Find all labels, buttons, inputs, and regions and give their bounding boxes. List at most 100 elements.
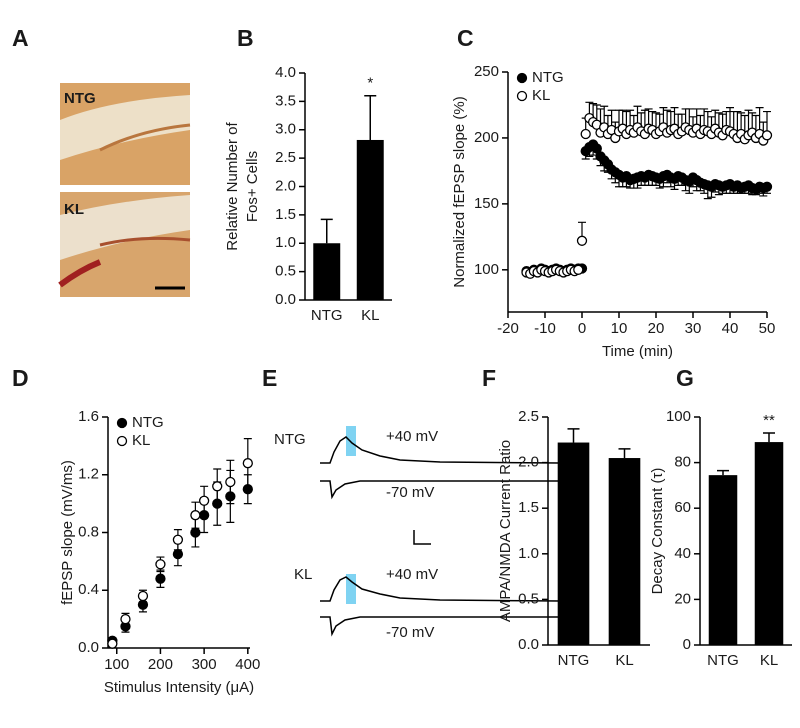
y-tick-label: 1.2 xyxy=(78,466,99,483)
x-axis-label: Stimulus Intensity (μA) xyxy=(104,679,254,696)
y-tick-label: 1.5 xyxy=(518,499,539,516)
panel-label: D xyxy=(12,365,29,391)
y-tick-label: 0.5 xyxy=(518,590,539,607)
point xyxy=(155,573,166,584)
point xyxy=(761,181,773,192)
point xyxy=(212,481,223,492)
y-tick-label: 2.0 xyxy=(518,454,539,471)
error-bar xyxy=(717,469,729,476)
x-tick-label: 400 xyxy=(235,656,260,673)
x-tick-label: KL xyxy=(615,652,633,669)
y-axis-label: Fos+ Cells xyxy=(244,151,261,222)
y-tick-label: 1.5 xyxy=(275,206,296,223)
bar xyxy=(356,139,384,300)
y-tick-label: 3.0 xyxy=(275,121,296,138)
legend-marker xyxy=(116,435,128,447)
trace-label: NTG xyxy=(274,431,306,448)
panel-label: B xyxy=(237,25,254,51)
micrograph: KL xyxy=(58,192,191,297)
x-tick-label: -10 xyxy=(534,320,556,337)
y-tick-label: 250 xyxy=(474,63,499,80)
x-tick-label: KL xyxy=(361,307,379,324)
legend-label: NTG xyxy=(132,414,164,431)
y-tick-label: 0 xyxy=(683,636,691,653)
x-tick-label: 20 xyxy=(648,320,665,337)
legend-marker xyxy=(516,90,528,102)
error-bar xyxy=(320,218,333,244)
x-tick-label: -20 xyxy=(497,320,519,337)
panel-label: A xyxy=(12,25,29,51)
y-tick-label: 3.5 xyxy=(275,92,296,109)
point xyxy=(107,638,118,649)
point xyxy=(761,130,773,141)
image-label: KL xyxy=(64,201,84,218)
point xyxy=(172,549,184,560)
trace-label: KL xyxy=(294,566,312,583)
point xyxy=(120,613,131,625)
bar xyxy=(754,442,784,645)
y-tick-label: 0.5 xyxy=(275,263,296,280)
bar xyxy=(557,442,590,645)
point xyxy=(580,128,591,140)
panel-label: C xyxy=(457,25,474,51)
y-tick-label: 40 xyxy=(674,545,691,562)
y-tick-label: 100 xyxy=(474,261,499,278)
x-tick-label: 300 xyxy=(192,656,217,673)
traces xyxy=(320,426,561,637)
point xyxy=(242,458,253,469)
y-axis-label: fEPSP slope (mV/ms) xyxy=(59,460,76,605)
point xyxy=(190,527,201,538)
y-axis-label: Normalized fEPSP slope (%) xyxy=(451,96,468,287)
point xyxy=(137,590,149,602)
legend-label: KL xyxy=(532,87,550,104)
bar xyxy=(608,458,641,645)
image-label: NTG xyxy=(64,90,96,107)
point xyxy=(155,559,166,570)
x-tick-label: KL xyxy=(760,652,778,669)
x-tick-label: 200 xyxy=(148,656,173,673)
y-tick-label: 1.0 xyxy=(518,545,539,562)
trace-label: -70 mV xyxy=(386,484,434,501)
y-tick-label: 4.0 xyxy=(275,64,296,81)
y-tick-label: 0.8 xyxy=(78,523,99,540)
legend-marker xyxy=(516,72,528,84)
y-tick-label: 60 xyxy=(674,499,691,516)
x-tick-label: 100 xyxy=(104,656,129,673)
legend-marker xyxy=(116,417,128,429)
legend-label: NTG xyxy=(532,69,564,86)
trace-label: -70 mV xyxy=(386,624,434,641)
point xyxy=(198,495,210,506)
annotation: * xyxy=(367,75,373,92)
y-axis-label: AMPA/NMDA Current Ratio xyxy=(497,440,514,622)
point xyxy=(573,264,584,275)
y-tick-label: 2.5 xyxy=(275,149,296,166)
y-tick-label: 150 xyxy=(474,195,499,212)
y-tick-label: 1.0 xyxy=(275,234,296,251)
y-tick-label: 2.5 xyxy=(518,408,539,425)
error-bar xyxy=(364,94,377,140)
x-tick-label: 0 xyxy=(578,320,586,337)
x-tick-label: NTG xyxy=(311,307,343,324)
bar xyxy=(313,243,341,300)
panel-label: F xyxy=(482,365,496,391)
trace-label: +40 mV xyxy=(386,566,438,583)
point xyxy=(172,534,184,545)
legend-label: KL xyxy=(132,432,150,449)
point xyxy=(190,510,201,521)
y-tick-label: 0.0 xyxy=(275,291,296,308)
x-tick-label: 10 xyxy=(611,320,628,337)
micrograph: NTG xyxy=(60,83,191,185)
y-tick-label: 0.0 xyxy=(78,639,99,656)
error-bar xyxy=(618,448,631,459)
x-tick-label: 40 xyxy=(722,320,739,337)
error-bar xyxy=(763,432,775,443)
annotation: ** xyxy=(763,412,775,429)
y-tick-label: 2.0 xyxy=(275,177,296,194)
x-axis-label: Time (min) xyxy=(602,343,673,360)
x-tick-label: 30 xyxy=(685,320,702,337)
y-tick-label: 0.0 xyxy=(518,636,539,653)
y-axis-label: Relative Number of xyxy=(224,121,241,250)
y-axis-label: Decay Constant (τ) xyxy=(649,468,666,595)
x-tick-label: NTG xyxy=(558,652,590,669)
